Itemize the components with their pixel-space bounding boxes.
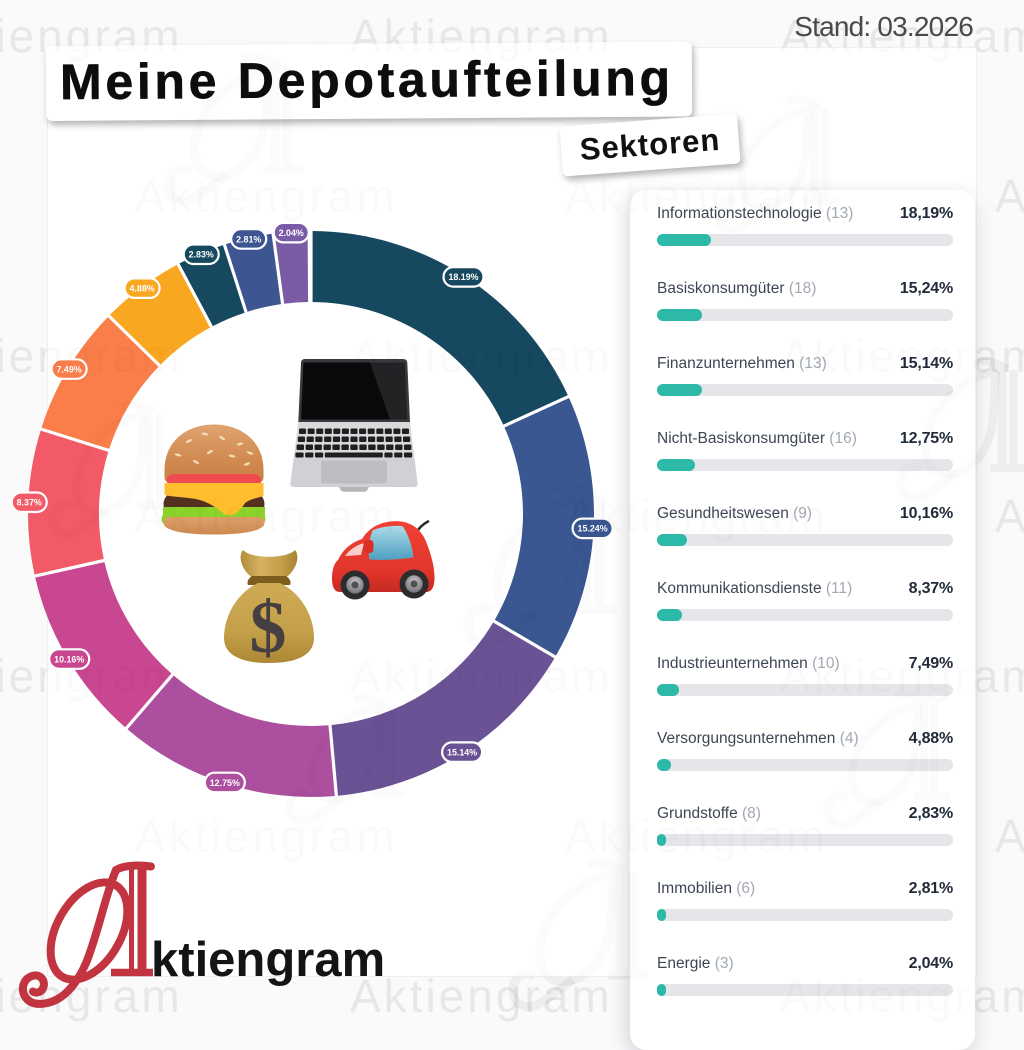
svg-text:$: $ (250, 587, 287, 669)
svg-text:2.04%: 2.04% (279, 228, 304, 238)
svg-text:12.75%: 12.75% (210, 778, 240, 788)
svg-text:18.19%: 18.19% (448, 272, 478, 282)
svg-text:2.83%: 2.83% (189, 250, 214, 260)
svg-text:4.88%: 4.88% (130, 284, 155, 294)
svg-text:15.14%: 15.14% (447, 748, 477, 758)
svg-text:2.81%: 2.81% (236, 234, 261, 244)
svg-text:8.37%: 8.37% (17, 498, 42, 508)
